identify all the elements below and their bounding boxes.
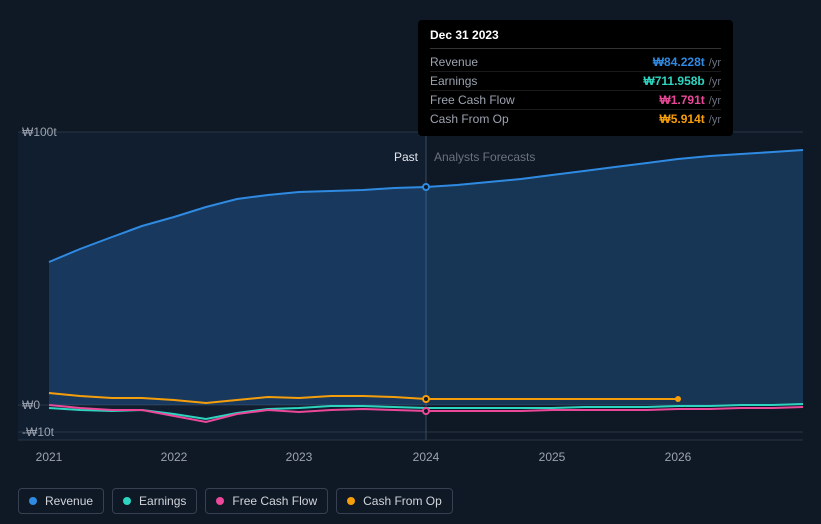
legend-item[interactable]: Earnings (112, 488, 197, 514)
tooltip-series-label: Earnings (430, 74, 643, 88)
legend-label: Free Cash Flow (232, 494, 317, 508)
legend-dot-icon (347, 497, 355, 505)
tooltip-row: Earnings₩711.958b/yr (430, 72, 721, 91)
x-axis-label: 2026 (665, 450, 692, 464)
chart-marker (422, 183, 430, 191)
x-axis-label: 2023 (286, 450, 313, 464)
tooltip-series-label: Cash From Op (430, 112, 659, 126)
chart-legend: Revenue Earnings Free Cash Flow Cash From O… (18, 488, 453, 514)
x-axis-label: 2021 (36, 450, 63, 464)
tooltip-row: Free Cash Flow₩1.791t/yr (430, 91, 721, 110)
chart-tooltip: Dec 31 2023 Revenue₩84.228t/yrEarnings₩7… (418, 20, 733, 136)
legend-label: Earnings (139, 494, 186, 508)
legend-item[interactable]: Cash From Op (336, 488, 453, 514)
y-axis-label: -₩10t (22, 425, 54, 439)
tooltip-row: Revenue₩84.228t/yr (430, 53, 721, 72)
forecast-label: Analysts Forecasts (434, 150, 535, 164)
tooltip-value: ₩1.791t (659, 93, 704, 107)
legend-dot-icon (216, 497, 224, 505)
legend-item[interactable]: Revenue (18, 488, 104, 514)
x-axis-label: 2022 (161, 450, 188, 464)
tooltip-series-label: Free Cash Flow (430, 93, 659, 107)
tooltip-date: Dec 31 2023 (430, 28, 721, 49)
legend-dot-icon (29, 497, 37, 505)
legend-item[interactable]: Free Cash Flow (205, 488, 328, 514)
y-axis-label: ₩0 (22, 398, 40, 412)
legend-label: Revenue (45, 494, 93, 508)
chart-marker (422, 407, 430, 415)
tooltip-unit: /yr (709, 76, 721, 88)
legend-dot-icon (123, 497, 131, 505)
tooltip-unit: /yr (709, 95, 721, 107)
x-axis-label: 2025 (539, 450, 566, 464)
tooltip-unit: /yr (709, 57, 721, 69)
x-axis-label: 2024 (413, 450, 440, 464)
y-axis-label: ₩100t (22, 125, 57, 139)
tooltip-value: ₩711.958b (643, 74, 704, 88)
tooltip-value: ₩5.914t (659, 112, 704, 126)
tooltip-series-label: Revenue (430, 55, 653, 69)
financial-chart: ₩100t ₩0 -₩10t 2021 2022 2023 2024 2025 2026 Pa… (0, 0, 821, 524)
chart-marker (422, 395, 430, 403)
tooltip-value: ₩84.228t (653, 55, 705, 69)
past-label: Past (394, 150, 418, 164)
legend-label: Cash From Op (363, 494, 442, 508)
tooltip-unit: /yr (709, 114, 721, 126)
tooltip-row: Cash From Op₩5.914t/yr (430, 110, 721, 128)
